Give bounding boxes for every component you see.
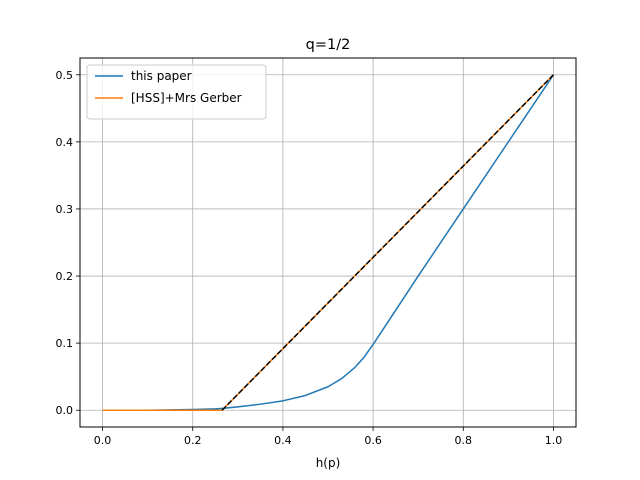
y-tick-label: 0.3 [56, 203, 74, 216]
legend-box [86, 64, 267, 120]
grid [80, 58, 576, 427]
y-tick-label: 0.0 [56, 404, 74, 417]
ticks: 0.0 0.2 0.4 0.6 0.8 1.0 0.0 0.1 0.2 0.3 0.4 0.5 [56, 69, 563, 447]
legend: this paper [HSS]+Mrs Gerber [86, 64, 267, 120]
x-tick-label: 0.4 [274, 434, 292, 447]
axes-frame [79, 57, 577, 428]
y-tick-label: 0.5 [56, 69, 74, 82]
chart-title: q=1/2 [306, 37, 351, 53]
series-line-1 [102, 74, 555, 411]
x-tick-label: 0.2 [184, 434, 202, 447]
x-tick-label: 0.0 [94, 434, 112, 447]
legend-label: [HSS]+Mrs Gerber [131, 91, 242, 105]
legend-label: this paper [131, 69, 192, 83]
x-tick-label: 0.8 [455, 434, 473, 447]
y-tick-label: 0.4 [56, 136, 74, 149]
x-axis-label: h(p) [316, 456, 341, 470]
x-tick-label: 0.6 [364, 434, 382, 447]
x-tick-label: 1.0 [545, 434, 563, 447]
plot-series [102, 74, 555, 411]
y-tick-label: 0.2 [56, 270, 74, 283]
y-tick-label: 0.1 [56, 337, 74, 350]
